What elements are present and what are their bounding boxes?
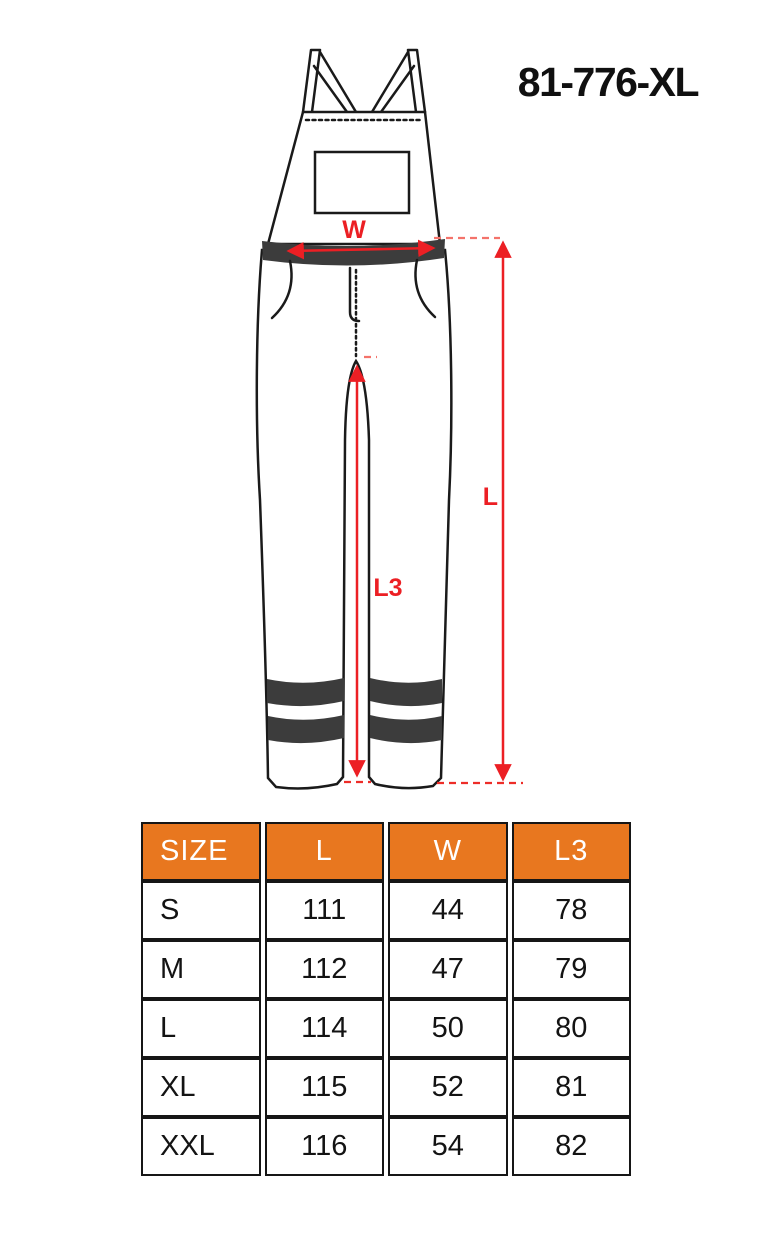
table-row: XXL 116 54 82 <box>141 1117 631 1176</box>
cell-l: 115 <box>264 1058 384 1117</box>
cell-w: 47 <box>388 940 508 999</box>
cell-w: 54 <box>388 1117 508 1176</box>
cell-l3: 79 <box>511 940 631 999</box>
reflective-stripes <box>267 678 442 744</box>
cell-l: 112 <box>264 940 384 999</box>
chest-pocket <box>313 150 411 215</box>
cell-l: 116 <box>264 1117 384 1176</box>
shoulder-straps <box>301 48 427 114</box>
table-row: S 111 44 78 <box>141 881 631 940</box>
cell-size: XL <box>141 1058 261 1117</box>
left-pocket <box>270 259 293 320</box>
cell-l3: 82 <box>511 1117 631 1176</box>
product-code: 81-776-XL <box>517 59 700 105</box>
cell-l3: 78 <box>511 881 631 940</box>
measure-arrow-w <box>286 239 436 260</box>
measure-label-w: W <box>342 216 366 244</box>
fly-seam <box>348 266 361 323</box>
table-row: L 114 50 80 <box>141 999 631 1058</box>
header-cell-size: SIZE <box>141 822 261 881</box>
cell-size: L <box>141 999 261 1058</box>
trousers-outline <box>255 248 453 790</box>
measure-label-l3: L3 <box>373 574 402 602</box>
cell-w: 52 <box>388 1058 508 1117</box>
header-cell-l3: L3 <box>511 822 631 881</box>
cell-l3: 80 <box>511 999 631 1058</box>
cell-w: 44 <box>388 881 508 940</box>
cell-l3: 81 <box>511 1058 631 1117</box>
cell-w: 50 <box>388 999 508 1058</box>
cell-size: M <box>141 940 261 999</box>
cell-l: 114 <box>264 999 384 1058</box>
table-row: XL 115 52 81 <box>141 1058 631 1117</box>
size-table-header-row: SIZE L W L3 <box>141 822 631 881</box>
table-row: M 112 47 79 <box>141 940 631 999</box>
header-cell-l: L <box>264 822 384 881</box>
cell-l: 111 <box>264 881 384 940</box>
cell-size: XXL <box>141 1117 261 1176</box>
header-cell-w: W <box>388 822 508 881</box>
cell-size: S <box>141 881 261 940</box>
right-pocket <box>414 258 437 319</box>
bib-overalls-diagram: W L L3 <box>255 48 523 790</box>
size-table: SIZE L W L3 S 111 44 78 M 112 47 79 L 11… <box>137 822 635 1176</box>
measure-label-l: L <box>483 483 498 511</box>
